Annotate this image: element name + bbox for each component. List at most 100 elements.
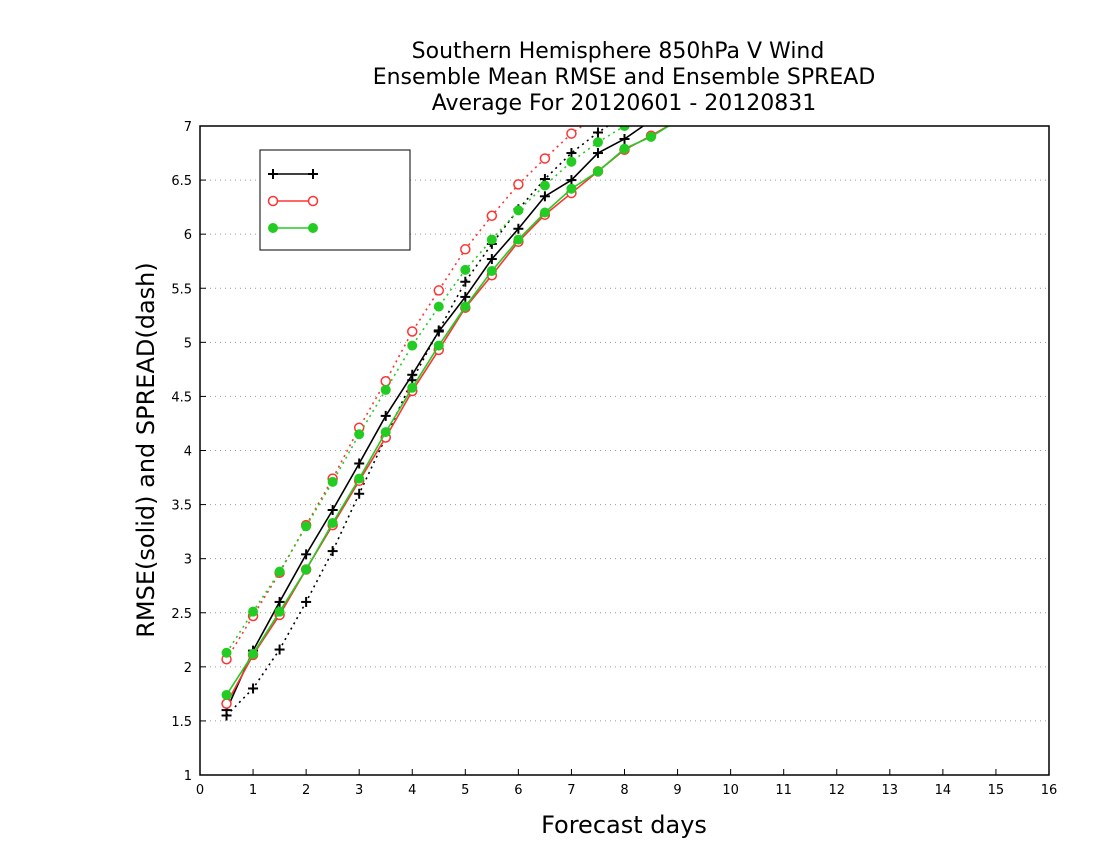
plot-series xyxy=(221,116,682,721)
legend xyxy=(259,149,411,251)
series-clip-group xyxy=(221,116,682,721)
x-tick-label: 4 xyxy=(408,783,416,798)
y-tick-label: 2.5 xyxy=(171,607,192,622)
chart-title: Southern Hemisphere 850hPa V Wind Ensemb… xyxy=(373,39,876,116)
x-tick-label: 5 xyxy=(461,783,469,798)
series-0-rmse-point xyxy=(566,175,577,186)
x-tick-label: 3 xyxy=(355,783,363,798)
x-tick-label: 11 xyxy=(775,783,792,798)
x-tick-label: 12 xyxy=(828,783,845,798)
legend-entry-0 xyxy=(268,169,318,179)
legend-marker-end xyxy=(308,223,318,233)
y-tick-label: 7 xyxy=(184,120,192,135)
y-tick-label: 1 xyxy=(184,769,192,784)
x-tick-label: 0 xyxy=(196,783,204,798)
y-tick-label: 5.5 xyxy=(171,282,192,297)
series-0-rmse-point xyxy=(539,191,550,202)
series-1-spread-point xyxy=(407,326,418,337)
x-axis: 0 1 2 3 4 5 6 7 8 9 10 11 12 13 14 15 16 xyxy=(196,769,1057,798)
y-tick-label: 2 xyxy=(184,661,192,676)
y-tick-label: 6 xyxy=(184,228,192,243)
title-line-3: Average For 20120601 - 20120831 xyxy=(432,91,817,116)
series-1-spread-line xyxy=(225,126,584,660)
y-tick-label: 5 xyxy=(184,336,192,351)
series-2-spread-point xyxy=(592,137,603,148)
series-0-rmse-point xyxy=(513,223,524,234)
series-0-spread-point xyxy=(327,546,338,557)
series-2-rmse-point xyxy=(407,382,418,393)
series-0-spread-point xyxy=(592,127,603,138)
series-2-rmse-point xyxy=(539,207,550,218)
y-tick-label: 1.5 xyxy=(171,715,192,730)
series-2-spread-point xyxy=(433,301,444,312)
title-line-2: Ensemble Mean RMSE and Ensemble SPREAD xyxy=(373,65,876,90)
title-line-1: Southern Hemisphere 850hPa V Wind xyxy=(412,39,825,64)
series-0-spread-point xyxy=(248,683,259,694)
x-tick-label: 15 xyxy=(988,783,1005,798)
y-tick-label: 3 xyxy=(184,553,192,568)
series-2-spread-point xyxy=(221,647,232,658)
series-2-rmse-point xyxy=(301,564,312,575)
y-tick-label: 4.5 xyxy=(171,390,192,405)
series-0-spread-point xyxy=(460,276,471,287)
series-0-rmse-point xyxy=(486,254,497,265)
series-2-rmse-point xyxy=(460,301,471,312)
series-2-spread-point xyxy=(460,264,471,275)
series-0-spread-point xyxy=(566,148,577,159)
y-tick-label: 4 xyxy=(184,445,192,460)
series-2-rmse-line xyxy=(225,126,671,696)
series-0-rmse-point xyxy=(274,596,285,607)
series-0-spread-point xyxy=(301,596,312,607)
series-1-spread-point xyxy=(433,285,445,296)
legend-marker-end xyxy=(307,195,319,207)
series-2-spread-point xyxy=(248,606,259,617)
legend-entry-1 xyxy=(267,195,319,207)
series-0-rmse-point xyxy=(460,291,471,302)
series-2-rmse-point xyxy=(673,116,682,125)
series-0-rmse-point xyxy=(592,148,603,159)
series-2-rmse-point xyxy=(486,265,497,276)
x-tick-label: 14 xyxy=(935,783,952,798)
series-2-spread-point xyxy=(513,205,524,216)
series-2 xyxy=(221,116,682,700)
y-axis-label: RMSE(solid) and SPREAD(dash) xyxy=(132,262,160,638)
series-2-rmse-point xyxy=(566,183,577,194)
series-2-spread-point xyxy=(539,180,550,191)
series-2-rmse-point xyxy=(327,517,338,528)
series-1-spread-point xyxy=(566,128,577,139)
y-tick-label: 3.5 xyxy=(171,499,192,514)
series-0-rmse-point xyxy=(301,549,312,560)
x-tick-label: 13 xyxy=(882,783,899,798)
series-1-rmse-point xyxy=(221,698,232,709)
series-2-spread-point xyxy=(327,476,338,487)
x-tick-label: 1 xyxy=(249,783,257,798)
legend-marker-start xyxy=(268,223,278,233)
x-tick-label: 6 xyxy=(514,783,522,798)
x-tick-label: 7 xyxy=(567,783,575,798)
series-1-spread-point xyxy=(486,210,498,222)
series-2-spread-point xyxy=(619,126,630,131)
series-0-rmse-point xyxy=(327,504,338,515)
legend-box xyxy=(259,149,411,251)
x-tick-label: 9 xyxy=(673,783,681,798)
series-2-rmse-point xyxy=(248,648,259,659)
series-0-rmse-point xyxy=(380,410,391,421)
legend-marker-start xyxy=(268,169,278,179)
series-2-rmse-point xyxy=(619,143,630,154)
series-1-spread-point xyxy=(460,244,471,255)
series-0-rmse-point xyxy=(354,458,365,469)
series-1-rmse-point xyxy=(673,116,682,125)
series-0-rmse-line xyxy=(225,126,645,711)
series-0-rmse-point xyxy=(646,116,656,126)
series-2-rmse-point xyxy=(221,689,232,700)
series-0-spread-point xyxy=(433,325,444,336)
grid xyxy=(200,179,1049,722)
series-0 xyxy=(221,116,656,721)
series-2-rmse-point xyxy=(646,131,657,142)
series-2-spread-point xyxy=(354,429,365,440)
series-0-spread-point xyxy=(354,488,365,499)
x-tick-label: 10 xyxy=(722,783,739,798)
legend-marker-start xyxy=(267,195,279,207)
x-tick-label: 8 xyxy=(620,783,628,798)
series-2-rmse-point xyxy=(592,166,603,177)
